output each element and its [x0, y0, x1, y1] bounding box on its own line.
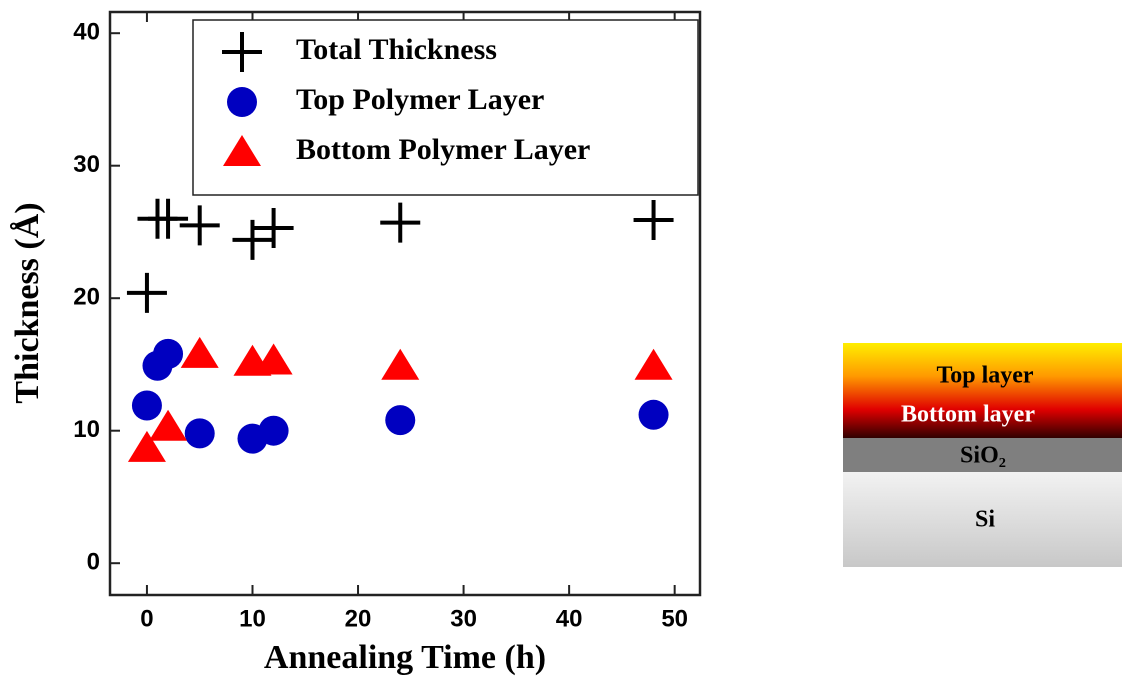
y-axis-label: Thickness (Å): [9, 202, 46, 403]
si-layer: [843, 472, 1122, 567]
layer-label: Top layer: [936, 363, 1033, 389]
x-tick-label: 0: [140, 605, 153, 632]
triangle-marker: [149, 409, 188, 441]
legend-label: Total Thickness: [296, 33, 497, 66]
circle-marker: [131, 390, 162, 421]
y-tick-label: 20: [73, 284, 100, 311]
triangle-marker: [381, 348, 420, 380]
y-tick-label: 10: [73, 416, 100, 443]
circle-marker: [184, 418, 215, 449]
y-tick-label: 0: [87, 549, 100, 576]
plot-frame: [108, 10, 702, 597]
sio2-layer: [843, 438, 1122, 472]
x-tick-label: 40: [556, 605, 583, 632]
plus-marker: [148, 198, 189, 239]
circle-marker: [258, 415, 289, 446]
layer-label: SiO₂: [960, 443, 1006, 469]
legend-label: Top Polymer Layer: [296, 83, 544, 116]
triangle-marker: [127, 430, 166, 462]
triangle-marker: [634, 348, 673, 380]
plus-marker: [633, 200, 674, 241]
polymer-layers: [843, 343, 1122, 438]
triangle-marker: [180, 336, 219, 368]
y-tick-label: 30: [73, 151, 100, 178]
circle-marker: [638, 399, 669, 430]
plus-marker: [253, 207, 294, 248]
x-tick-label: 30: [450, 605, 477, 632]
layer-stack: Top layer Bottom layer SiO₂ Si: [843, 343, 1122, 567]
plus-marker: [380, 202, 421, 243]
plus-marker: [126, 272, 167, 313]
circle-marker: [385, 405, 416, 436]
layer-label: Bottom layer: [901, 402, 1035, 428]
x-tick-label: 20: [345, 605, 372, 632]
circle-marker: [227, 87, 257, 117]
triangle-marker: [223, 135, 261, 166]
x-axis-label: Annealing Time (h): [264, 639, 546, 676]
x-tick-label: 10: [239, 605, 266, 632]
circle-marker: [153, 338, 184, 369]
x-tick-label: 50: [661, 605, 688, 632]
triangle-marker: [254, 343, 293, 375]
plus-marker: [222, 32, 262, 72]
legend-label: Bottom Polymer Layer: [296, 133, 590, 166]
legend-box: [192, 19, 699, 196]
y-tick-label: 40: [73, 19, 100, 46]
plus-marker: [232, 219, 273, 260]
plus-marker: [179, 205, 220, 246]
layer-label: Si: [975, 507, 995, 533]
